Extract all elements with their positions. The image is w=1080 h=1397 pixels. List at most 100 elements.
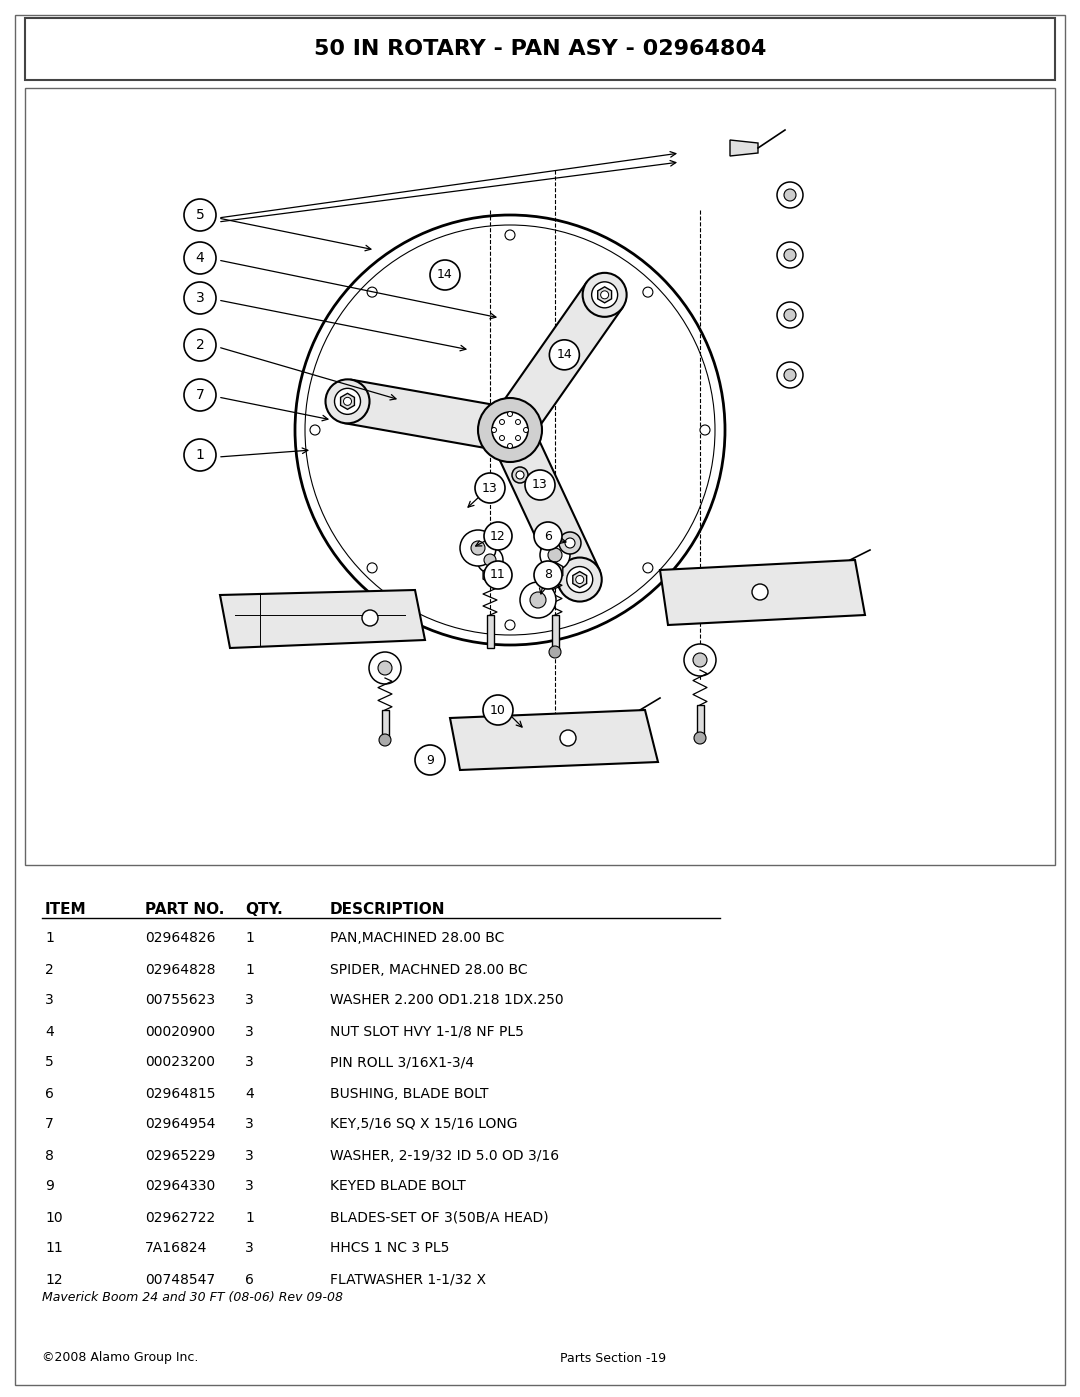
Circle shape xyxy=(508,412,513,416)
Circle shape xyxy=(460,529,496,566)
Text: 02964330: 02964330 xyxy=(145,1179,215,1193)
Text: NUT SLOT HVY 1-1/8 NF PL5: NUT SLOT HVY 1-1/8 NF PL5 xyxy=(330,1024,524,1038)
Circle shape xyxy=(550,339,579,370)
Text: PART NO.: PART NO. xyxy=(145,902,225,918)
Text: 02964815: 02964815 xyxy=(145,1087,216,1101)
Circle shape xyxy=(576,576,583,584)
Text: 14: 14 xyxy=(556,348,572,362)
Circle shape xyxy=(777,182,804,208)
Text: ©2008 Alamo Group Inc.: ©2008 Alamo Group Inc. xyxy=(42,1351,199,1365)
Polygon shape xyxy=(572,571,586,588)
Circle shape xyxy=(515,436,521,440)
Circle shape xyxy=(335,388,361,415)
Bar xyxy=(25,88,1055,865)
Circle shape xyxy=(378,661,392,675)
Circle shape xyxy=(534,562,562,590)
Text: 9: 9 xyxy=(45,1179,54,1193)
Circle shape xyxy=(310,425,320,434)
Text: KEYED BLADE BOLT: KEYED BLADE BOLT xyxy=(330,1179,465,1193)
FancyBboxPatch shape xyxy=(15,15,1065,1384)
Circle shape xyxy=(184,379,216,411)
Polygon shape xyxy=(660,560,865,624)
Circle shape xyxy=(693,652,707,666)
Circle shape xyxy=(549,645,561,658)
Text: 02964954: 02964954 xyxy=(145,1118,215,1132)
Circle shape xyxy=(567,567,593,592)
Circle shape xyxy=(565,538,575,548)
Text: 4: 4 xyxy=(195,251,204,265)
Circle shape xyxy=(367,288,377,298)
Circle shape xyxy=(752,584,768,599)
Text: 50 IN ROTARY - PAN ASY - 02964804: 50 IN ROTARY - PAN ASY - 02964804 xyxy=(314,39,766,59)
Text: 6: 6 xyxy=(45,1087,54,1101)
Text: WASHER, 2-19/32 ID 5.0 OD 3/16: WASHER, 2-19/32 ID 5.0 OD 3/16 xyxy=(330,1148,559,1162)
Text: 6: 6 xyxy=(245,1273,254,1287)
Circle shape xyxy=(369,652,401,685)
Circle shape xyxy=(561,731,576,746)
Text: SPIDER, MACHNED 28.00 BC: SPIDER, MACHNED 28.00 BC xyxy=(330,963,528,977)
Text: KEY,5/16 SQ X 15/16 LONG: KEY,5/16 SQ X 15/16 LONG xyxy=(330,1118,517,1132)
Circle shape xyxy=(491,427,497,433)
Text: 3: 3 xyxy=(245,993,254,1007)
Text: 5: 5 xyxy=(45,1056,54,1070)
Text: 4: 4 xyxy=(45,1024,54,1038)
Circle shape xyxy=(484,555,496,566)
Circle shape xyxy=(184,439,216,471)
Circle shape xyxy=(362,610,378,626)
Circle shape xyxy=(700,425,710,434)
Text: ITEM: ITEM xyxy=(45,902,86,918)
Circle shape xyxy=(777,302,804,328)
Text: 02962722: 02962722 xyxy=(145,1210,215,1225)
Text: 3: 3 xyxy=(245,1242,254,1256)
Text: 3: 3 xyxy=(245,1056,254,1070)
Circle shape xyxy=(592,282,618,307)
Circle shape xyxy=(499,436,504,440)
Text: 1: 1 xyxy=(195,448,204,462)
Text: 2: 2 xyxy=(45,963,54,977)
Text: 4: 4 xyxy=(245,1087,254,1101)
Circle shape xyxy=(784,249,796,261)
Text: 7: 7 xyxy=(45,1118,54,1132)
Circle shape xyxy=(471,541,485,555)
Text: 12: 12 xyxy=(45,1273,63,1287)
Bar xyxy=(697,705,703,738)
Text: Parts Section -19: Parts Section -19 xyxy=(561,1351,666,1365)
Text: QTY.: QTY. xyxy=(245,902,283,918)
Circle shape xyxy=(184,282,216,314)
Circle shape xyxy=(499,419,504,425)
Circle shape xyxy=(595,285,615,305)
Circle shape xyxy=(484,562,512,590)
Circle shape xyxy=(784,309,796,321)
Text: 7A16824: 7A16824 xyxy=(145,1242,207,1256)
Circle shape xyxy=(540,541,570,570)
Text: 02965229: 02965229 xyxy=(145,1148,215,1162)
Bar xyxy=(552,615,558,652)
Polygon shape xyxy=(450,710,658,770)
Bar xyxy=(486,615,494,648)
Circle shape xyxy=(559,532,581,555)
Circle shape xyxy=(367,563,377,573)
Text: 3: 3 xyxy=(195,291,204,305)
Circle shape xyxy=(519,583,556,617)
Polygon shape xyxy=(483,567,497,583)
Text: 14: 14 xyxy=(437,268,453,282)
Circle shape xyxy=(325,380,369,423)
Text: 5: 5 xyxy=(195,208,204,222)
Text: FLATWASHER 1-1/32 X: FLATWASHER 1-1/32 X xyxy=(330,1273,486,1287)
Text: 3: 3 xyxy=(245,1148,254,1162)
Text: HHCS 1 NC 3 PL5: HHCS 1 NC 3 PL5 xyxy=(330,1242,449,1256)
Text: 12: 12 xyxy=(490,529,505,542)
Circle shape xyxy=(343,397,351,405)
Circle shape xyxy=(486,571,494,578)
Circle shape xyxy=(505,231,515,240)
Text: 6: 6 xyxy=(544,529,552,542)
Circle shape xyxy=(777,362,804,388)
Text: Maverick Boom 24 and 30 FT (08-06) Rev 09-08: Maverick Boom 24 and 30 FT (08-06) Rev 0… xyxy=(42,1291,343,1303)
Text: BLADES-SET OF 3(50B/A HEAD): BLADES-SET OF 3(50B/A HEAD) xyxy=(330,1210,549,1225)
Text: 00748547: 00748547 xyxy=(145,1273,215,1287)
Circle shape xyxy=(295,215,725,645)
Text: PAN,MACHINED 28.00 BC: PAN,MACHINED 28.00 BC xyxy=(330,932,504,946)
Circle shape xyxy=(643,288,653,298)
Circle shape xyxy=(557,557,602,602)
Circle shape xyxy=(515,419,521,425)
